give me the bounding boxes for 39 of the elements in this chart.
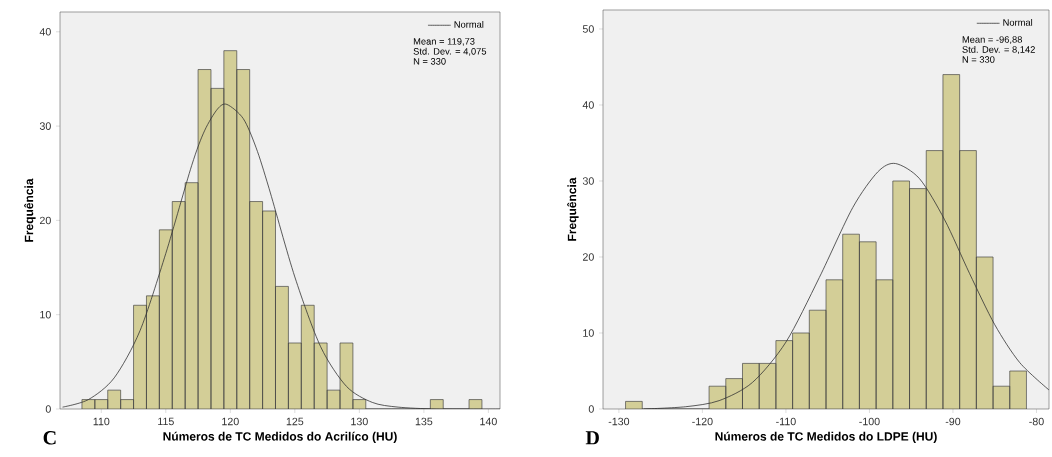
x-axis-title: Números de TC Medidos do LDPE (HU) (715, 431, 937, 444)
y-tick-label: 20 (39, 216, 51, 225)
x-tick-label: -100 (859, 417, 880, 426)
y-tick-label: 20 (582, 253, 594, 261)
annotation: Std. Dev. = 8,142 (962, 45, 1035, 54)
y-axis-title: Frequência (567, 177, 579, 241)
y-axis-title: Frequência (24, 178, 36, 242)
y-tick-label: 30 (582, 177, 594, 185)
y-tick-label: 0 (45, 405, 51, 413)
x-tick-label: 115 (158, 417, 174, 426)
x-tick-label: 140 (480, 417, 497, 426)
y-tick-label: 40 (582, 101, 594, 109)
x-tick-label: 135 (415, 417, 433, 426)
y-tick-label: 30 (39, 122, 51, 130)
y-tick-label: 10 (40, 310, 51, 319)
x-tick-label: -80 (1029, 417, 1044, 426)
legend-label: Normal (1003, 18, 1033, 26)
y-tick-label: 50 (582, 25, 594, 33)
annotation: Mean = 119,73 (413, 38, 475, 46)
annotation: Mean = -96,88 (962, 36, 1022, 44)
annotation: N = 330 (962, 56, 995, 63)
x-tick-label: 110 (93, 417, 110, 426)
x-tick-label: -90 (945, 417, 961, 426)
annotation: Std. Dev. = 4,075 (413, 47, 487, 56)
x-tick-label: -110 (776, 417, 796, 426)
x-tick-label: 130 (351, 417, 368, 426)
annotation: N = 330 (413, 58, 446, 65)
x-tick-label: 125 (286, 417, 304, 426)
y-tick-label: 10 (583, 329, 594, 337)
x-tick-label: 120 (222, 417, 239, 426)
text: C (43, 431, 56, 445)
line-series (62, 103, 501, 409)
x-tick-label: -130 (608, 417, 630, 426)
y-tick-label: 0 (588, 405, 594, 413)
y-tick-label: 40 (39, 28, 51, 36)
text: D (585, 431, 599, 445)
legend-label: Normal (454, 20, 484, 28)
x-axis-title: Números de TC Medidos do Acrilíco (HU) (163, 431, 397, 444)
x-tick-label: -120 (692, 417, 713, 426)
